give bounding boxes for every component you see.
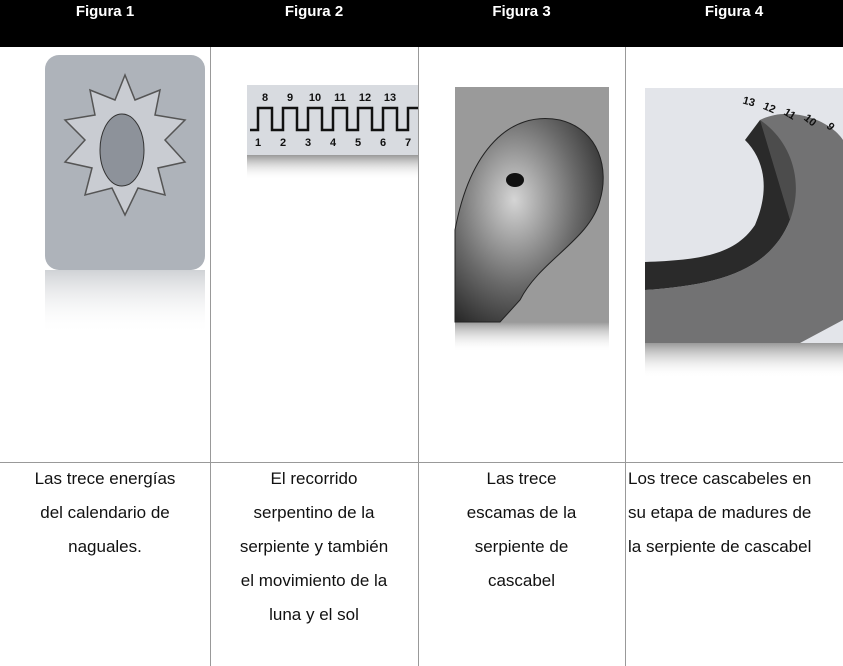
caption-line: serpiente de (474, 537, 569, 556)
caption-line: naguales. (68, 537, 142, 556)
caption-cell: Las trece escamas de la serpiente de cascab… (418, 462, 625, 598)
figure-number: 12 (761, 100, 777, 116)
caption-line: serpentino de la (253, 503, 375, 522)
figure-number: 10 (801, 112, 818, 129)
header-cell: Figura 3 (492, 3, 551, 20)
caption-cell: Los trece cascabeles en su etapa de madur… (625, 462, 843, 564)
header-row (0, 0, 843, 47)
caption-line: cascabel (487, 571, 556, 590)
figure-number: 11 (334, 92, 346, 104)
figure-number: 9 (287, 92, 293, 104)
header-cell: Figura 4 (704, 3, 764, 20)
caption-line: Las trece (486, 469, 557, 488)
caption-line: del calendario de (40, 503, 170, 522)
caption-cell: Las trece energías del calendario de nagua… (0, 462, 210, 564)
figure-3-image (454, 87, 609, 352)
figure-2-image: 8 9 10 11 12 131 2 3 4 5 6 7 (247, 85, 418, 180)
row-border (0, 462, 843, 463)
caption-line: Los trece cascabeles en (628, 469, 812, 488)
figure-number: 2 (280, 137, 286, 149)
caption-line: luna y el sol (269, 605, 359, 624)
caption-line: escamas de la (466, 503, 577, 522)
caption-cell: El recorrido serpentino de la serpiente y … (210, 462, 418, 632)
caption-line: el movimiento de la (240, 571, 388, 590)
figure-4-image: 13 12 11 10 9 (645, 88, 843, 378)
figure-number: 6 (380, 137, 386, 149)
figures: 8 9 10 11 12 131 2 3 4 5 6 7 13 12 11 10 9 (45, 55, 843, 378)
figure-number: 8 (262, 92, 268, 104)
figure-number: 12 (359, 92, 371, 104)
figure-number: 10 (309, 92, 321, 104)
caption-line: serpiente y también (239, 537, 389, 556)
figure-number: 13 (741, 95, 756, 110)
figure-number: 4 (330, 137, 337, 149)
column-border (210, 47, 211, 666)
figure-1-image (45, 55, 205, 335)
caption-line: El recorrido (270, 469, 358, 488)
figure-number: 5 (355, 137, 361, 149)
figure-number: 3 (305, 137, 311, 149)
caption-line: la serpiente de cascabel (628, 537, 812, 556)
figure-number: 13 (384, 92, 396, 104)
caption-line: su etapa de madures de (628, 503, 812, 522)
header-cell: Figura 2 (284, 3, 344, 20)
column-border (625, 47, 626, 666)
figure-number: 11 (781, 106, 797, 122)
caption-line: Las trece energías (34, 469, 176, 488)
figure-number: 7 (405, 137, 411, 149)
header-cell: Figura 1 (75, 3, 135, 20)
figure-number: 1 (255, 137, 261, 149)
column-border (418, 47, 419, 666)
